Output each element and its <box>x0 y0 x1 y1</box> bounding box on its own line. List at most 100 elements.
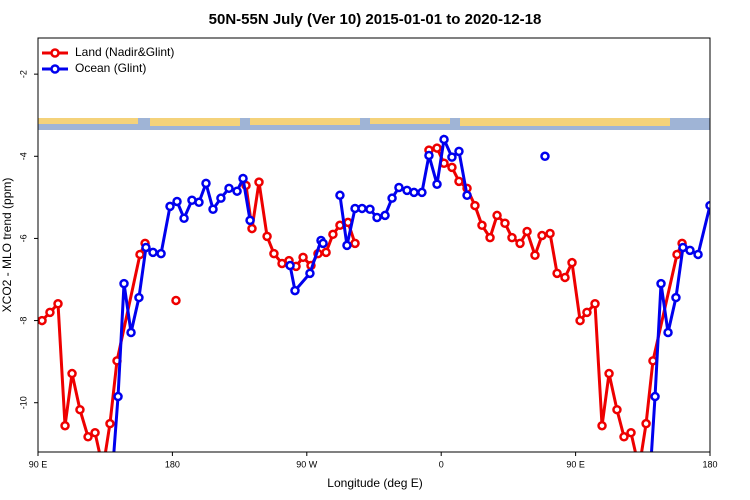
data-point <box>171 295 181 306</box>
data-point <box>671 292 681 303</box>
data-point <box>113 391 123 402</box>
data-point <box>454 146 464 157</box>
data-point <box>432 143 442 153</box>
data-point <box>537 230 547 241</box>
y-tick-label: -4 <box>18 152 28 160</box>
data-point <box>83 432 93 442</box>
data-point <box>650 391 660 402</box>
data-point <box>238 173 248 184</box>
x-tick-label: 180 <box>165 459 180 469</box>
data-point <box>705 200 710 211</box>
data-point <box>582 307 592 318</box>
land-mask-strip <box>38 118 710 130</box>
data-point <box>500 218 510 228</box>
legend-label: Land (Nadir&Glint) <box>75 45 174 59</box>
data-point <box>38 315 47 326</box>
legend-marker <box>50 64 60 74</box>
data-point <box>507 232 517 243</box>
data-point <box>641 418 651 429</box>
data-point <box>522 226 532 237</box>
data-point <box>545 228 555 239</box>
data-point <box>298 252 308 263</box>
series-line <box>244 181 357 269</box>
data-point <box>60 420 70 431</box>
data-point <box>247 223 257 234</box>
data-point <box>285 260 295 271</box>
data-point <box>485 232 495 243</box>
data-point <box>208 204 218 215</box>
data-point <box>53 298 63 309</box>
data-point <box>515 238 525 249</box>
data-point <box>597 420 607 431</box>
x-tick-label: 90 E <box>566 459 585 469</box>
data-point <box>409 187 419 198</box>
data-point <box>380 210 390 221</box>
data-point <box>194 197 204 208</box>
x-tick-label: 90 E <box>29 459 48 469</box>
data-point <box>126 327 136 338</box>
data-point <box>387 193 397 203</box>
data-point <box>454 176 464 187</box>
data-point <box>417 187 427 198</box>
data-point <box>350 238 360 249</box>
data-point <box>99 465 106 472</box>
data-point <box>148 247 158 258</box>
series-line <box>112 173 252 452</box>
data-point <box>432 179 442 189</box>
data-point <box>172 196 182 207</box>
data-point <box>575 315 585 326</box>
data-point <box>470 200 480 211</box>
plot-area <box>38 134 710 480</box>
x-tick-label: 0 <box>439 459 444 469</box>
data-point <box>372 212 382 223</box>
data-point <box>290 285 300 296</box>
data-point <box>552 268 562 279</box>
data-point <box>439 134 449 145</box>
data-point <box>619 432 629 442</box>
data-point <box>693 249 703 260</box>
x-axis-label: Longitude (deg E) <box>327 476 422 490</box>
data-point <box>530 250 540 261</box>
data-point <box>224 183 234 194</box>
data-point <box>216 193 226 203</box>
data-point <box>567 257 577 268</box>
x-tick-label: 180 <box>702 459 717 469</box>
data-point <box>672 249 682 260</box>
data-point <box>105 418 115 429</box>
data-point <box>590 298 600 309</box>
data-point <box>156 248 166 259</box>
data-point <box>232 186 242 196</box>
data-point <box>305 268 315 279</box>
data-point <box>119 278 129 289</box>
data-point <box>179 213 189 224</box>
data-point <box>447 152 457 162</box>
data-point <box>646 473 653 480</box>
data-point <box>335 190 345 201</box>
data-point <box>663 327 673 338</box>
data-point <box>612 404 622 415</box>
legend-label: Ocean (Glint) <box>75 61 146 75</box>
data-point <box>109 473 116 480</box>
legend-marker <box>50 48 60 58</box>
data-point <box>365 204 375 215</box>
data-point <box>245 215 255 226</box>
data-point <box>75 404 85 415</box>
x-tick-label: 90 W <box>296 459 318 469</box>
data-point <box>201 178 211 189</box>
data-point <box>321 247 331 258</box>
data-point <box>560 272 570 283</box>
data-point <box>269 248 279 259</box>
data-point <box>447 162 457 173</box>
plot-frame <box>37 37 711 453</box>
data-point <box>492 210 502 221</box>
data-point <box>424 150 434 161</box>
data-point <box>134 292 144 303</box>
chart-title: 50N-55N July (Ver 10) 2015-01-01 to 2020… <box>209 11 542 28</box>
y-tick-label: -8 <box>18 317 28 325</box>
data-point <box>328 229 338 240</box>
data-point <box>90 427 100 438</box>
data-point <box>357 203 367 214</box>
data-point <box>135 249 145 260</box>
y-tick-label: -2 <box>18 70 28 78</box>
